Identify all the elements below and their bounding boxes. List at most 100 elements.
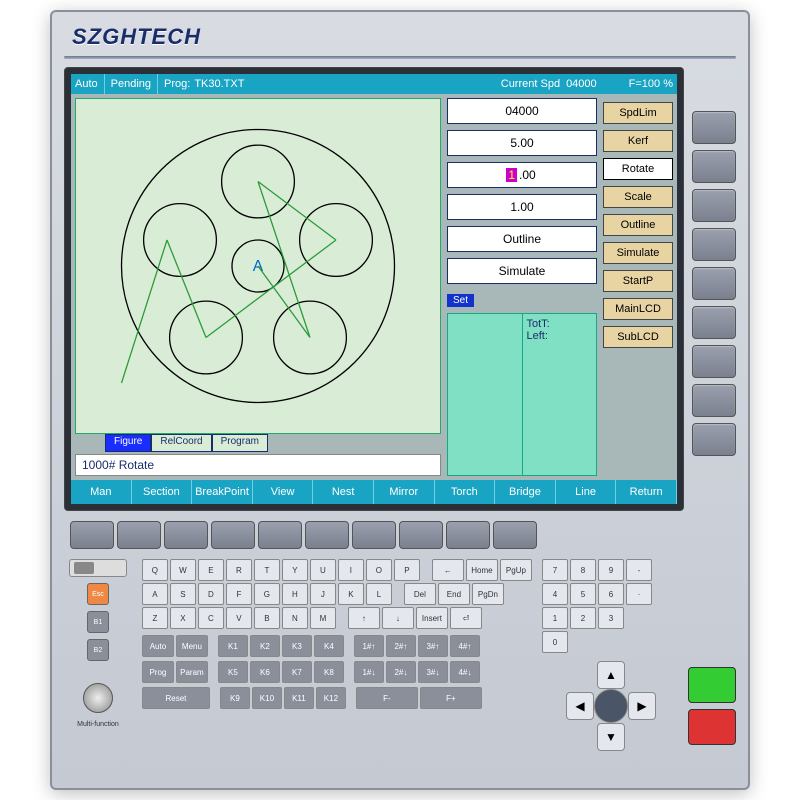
key-⏎[interactable]: ⏎: [450, 607, 482, 629]
dpad-center[interactable]: [594, 689, 628, 723]
key-K6[interactable]: K6: [250, 661, 280, 683]
softkey-outline[interactable]: Outline: [603, 214, 673, 236]
side-hardkey-5[interactable]: [692, 306, 736, 339]
key-3#↓[interactable]: 3#↓: [418, 661, 448, 683]
key-K9[interactable]: K9: [220, 687, 250, 709]
key-Insert[interactable]: Insert: [416, 607, 448, 629]
tab-figure[interactable]: Figure: [105, 434, 151, 452]
key-j[interactable]: J: [310, 583, 336, 605]
softkey-rotate[interactable]: Rotate: [603, 158, 673, 180]
bottomkey-man[interactable]: Man: [71, 480, 132, 504]
fn-hardkey-0[interactable]: [70, 521, 114, 549]
side-hardkey-0[interactable]: [692, 111, 736, 144]
key-Home[interactable]: Home: [466, 559, 498, 581]
side-hardkey-1[interactable]: [692, 150, 736, 183]
key-K10[interactable]: K10: [252, 687, 282, 709]
numkey-0[interactable]: 0: [542, 631, 568, 653]
key-K12[interactable]: K12: [316, 687, 346, 709]
key-r[interactable]: R: [226, 559, 252, 581]
set-button[interactable]: Set: [447, 294, 474, 307]
fn-hardkey-7[interactable]: [399, 521, 443, 549]
key-p[interactable]: P: [394, 559, 420, 581]
key-b[interactable]: B: [254, 607, 280, 629]
key-F-[interactable]: F-: [356, 687, 418, 709]
bottomkey-return[interactable]: Return: [616, 480, 677, 504]
key-K4[interactable]: K4: [314, 635, 344, 657]
dpad-up[interactable]: ▲: [597, 661, 625, 689]
fn-hardkey-9[interactable]: [493, 521, 537, 549]
numkey--[interactable]: -: [626, 559, 652, 581]
key-K11[interactable]: K11: [284, 687, 314, 709]
esc-key[interactable]: Esc: [87, 583, 109, 605]
side-hardkey-7[interactable]: [692, 384, 736, 417]
key-←[interactable]: ←: [432, 559, 464, 581]
numkey-9[interactable]: 9: [598, 559, 624, 581]
side-hardkey-8[interactable]: [692, 423, 736, 456]
b1-key[interactable]: B1: [87, 611, 109, 633]
numkey-1[interactable]: 1: [542, 607, 568, 629]
key-Del[interactable]: Del: [404, 583, 436, 605]
side-hardkey-2[interactable]: [692, 189, 736, 222]
key-a[interactable]: A: [142, 583, 168, 605]
numkey-7[interactable]: 7: [542, 559, 568, 581]
softkey-spdlim[interactable]: SpdLim: [603, 102, 673, 124]
fn-hardkey-8[interactable]: [446, 521, 490, 549]
key-l[interactable]: L: [366, 583, 392, 605]
softkey-startp[interactable]: StartP: [603, 270, 673, 292]
fn-hardkey-6[interactable]: [352, 521, 396, 549]
key-K1[interactable]: K1: [218, 635, 248, 657]
softkey-kerf[interactable]: Kerf: [603, 130, 673, 152]
fn-hardkey-1[interactable]: [117, 521, 161, 549]
key-2#↑[interactable]: 2#↑: [386, 635, 416, 657]
key-PgDn[interactable]: PgDn: [472, 583, 504, 605]
dpad-left[interactable]: ◀: [566, 692, 594, 720]
fn-hardkey-2[interactable]: [164, 521, 208, 549]
side-hardkey-4[interactable]: [692, 267, 736, 300]
fn-hardkey-3[interactable]: [211, 521, 255, 549]
bottomkey-nest[interactable]: Nest: [313, 480, 374, 504]
numkey-·[interactable]: ·: [626, 583, 652, 605]
numkey-5[interactable]: 5: [570, 583, 596, 605]
numkey-6[interactable]: 6: [598, 583, 624, 605]
key-x[interactable]: X: [170, 607, 196, 629]
key-y[interactable]: Y: [282, 559, 308, 581]
auto-key[interactable]: Auto: [142, 635, 174, 657]
key-↓[interactable]: ↓: [382, 607, 414, 629]
key-n[interactable]: N: [282, 607, 308, 629]
key-u[interactable]: U: [310, 559, 336, 581]
key-3#↑[interactable]: 3#↑: [418, 635, 448, 657]
key-K8[interactable]: K8: [314, 661, 344, 683]
key-v[interactable]: V: [226, 607, 252, 629]
menu-key[interactable]: Menu: [176, 635, 208, 657]
softkey-scale[interactable]: Scale: [603, 186, 673, 208]
numkey-8[interactable]: 8: [570, 559, 596, 581]
key-g[interactable]: G: [254, 583, 280, 605]
bottomkey-view[interactable]: View: [253, 480, 314, 504]
fn-hardkey-4[interactable]: [258, 521, 302, 549]
key-e[interactable]: E: [198, 559, 224, 581]
key-d[interactable]: D: [198, 583, 224, 605]
key-m[interactable]: M: [310, 607, 336, 629]
key-t[interactable]: T: [254, 559, 280, 581]
key-1#↑[interactable]: 1#↑: [354, 635, 384, 657]
softkey-sublcd[interactable]: SubLCD: [603, 326, 673, 348]
bottomkey-bridge[interactable]: Bridge: [495, 480, 556, 504]
key-h[interactable]: H: [282, 583, 308, 605]
multifunction-knob[interactable]: [83, 683, 113, 713]
dpad-down[interactable]: ▼: [597, 723, 625, 751]
key-K3[interactable]: K3: [282, 635, 312, 657]
reset-key[interactable]: Reset: [142, 687, 210, 709]
key-PgUp[interactable]: PgUp: [500, 559, 532, 581]
key-4#↑[interactable]: 4#↑: [450, 635, 480, 657]
key-End[interactable]: End: [438, 583, 470, 605]
softkey-mainlcd[interactable]: MainLCD: [603, 298, 673, 320]
override-slider[interactable]: [69, 559, 127, 577]
cycle-start-button[interactable]: [688, 667, 736, 703]
key-f[interactable]: F: [226, 583, 252, 605]
key-K2[interactable]: K2: [250, 635, 280, 657]
numkey-4[interactable]: 4: [542, 583, 568, 605]
key-F+[interactable]: F+: [420, 687, 482, 709]
key-1#↓[interactable]: 1#↓: [354, 661, 384, 683]
value-rotate[interactable]: 1.00: [447, 162, 597, 188]
param-key[interactable]: Param: [176, 661, 208, 683]
